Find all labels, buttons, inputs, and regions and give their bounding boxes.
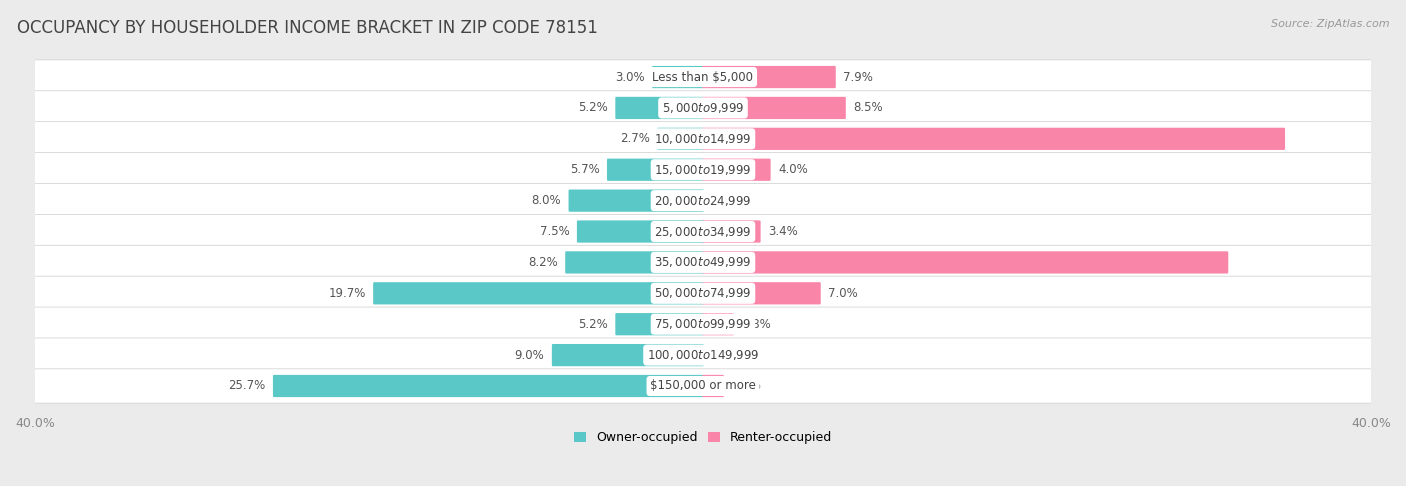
Text: $75,000 to $99,999: $75,000 to $99,999 [654,317,752,331]
FancyBboxPatch shape [607,158,704,181]
Text: 7.0%: 7.0% [828,287,858,300]
FancyBboxPatch shape [32,122,1374,156]
FancyBboxPatch shape [32,184,1374,218]
FancyBboxPatch shape [616,313,704,335]
FancyBboxPatch shape [702,282,821,304]
Text: 1.8%: 1.8% [741,318,770,330]
FancyBboxPatch shape [32,91,1374,125]
Text: $5,000 to $9,999: $5,000 to $9,999 [662,101,744,115]
FancyBboxPatch shape [576,220,704,243]
FancyBboxPatch shape [32,307,1374,341]
FancyBboxPatch shape [551,344,704,366]
FancyBboxPatch shape [32,153,1374,187]
Text: 8.5%: 8.5% [853,102,883,114]
FancyBboxPatch shape [273,375,704,397]
Text: 7.5%: 7.5% [540,225,569,238]
FancyBboxPatch shape [32,214,1374,249]
Text: $25,000 to $34,999: $25,000 to $34,999 [654,225,752,239]
FancyBboxPatch shape [32,276,1374,311]
Text: $35,000 to $49,999: $35,000 to $49,999 [654,256,752,269]
Legend: Owner-occupied, Renter-occupied: Owner-occupied, Renter-occupied [568,426,838,449]
Text: Less than $5,000: Less than $5,000 [652,70,754,84]
FancyBboxPatch shape [32,369,1374,403]
FancyBboxPatch shape [568,190,704,212]
FancyBboxPatch shape [702,375,724,397]
Text: 9.0%: 9.0% [515,348,544,362]
FancyBboxPatch shape [32,245,1374,279]
Text: $15,000 to $19,999: $15,000 to $19,999 [654,163,752,177]
FancyBboxPatch shape [702,251,1229,274]
Text: $100,000 to $149,999: $100,000 to $149,999 [647,348,759,362]
Text: OCCUPANCY BY HOUSEHOLDER INCOME BRACKET IN ZIP CODE 78151: OCCUPANCY BY HOUSEHOLDER INCOME BRACKET … [17,19,598,37]
Text: 8.2%: 8.2% [527,256,558,269]
Text: 0.0%: 0.0% [711,348,741,362]
FancyBboxPatch shape [702,128,1285,150]
Text: $10,000 to $14,999: $10,000 to $14,999 [654,132,752,146]
FancyBboxPatch shape [702,313,734,335]
Text: 31.4%: 31.4% [1322,256,1362,269]
Text: 3.0%: 3.0% [614,70,644,84]
Text: 4.0%: 4.0% [778,163,808,176]
Text: 1.2%: 1.2% [731,380,761,393]
Text: 5.2%: 5.2% [578,102,607,114]
Text: 2.7%: 2.7% [620,132,650,145]
FancyBboxPatch shape [702,66,835,88]
Text: 3.4%: 3.4% [768,225,797,238]
FancyBboxPatch shape [702,158,770,181]
Text: 0.0%: 0.0% [711,194,741,207]
Text: $20,000 to $24,999: $20,000 to $24,999 [654,193,752,208]
Text: 8.0%: 8.0% [531,194,561,207]
Text: 25.7%: 25.7% [228,380,266,393]
Text: 34.8%: 34.8% [1322,132,1362,145]
FancyBboxPatch shape [616,97,704,119]
FancyBboxPatch shape [657,128,704,150]
FancyBboxPatch shape [373,282,704,304]
Text: 5.7%: 5.7% [569,163,599,176]
Text: 19.7%: 19.7% [328,287,366,300]
Text: 5.2%: 5.2% [578,318,607,330]
Text: $50,000 to $74,999: $50,000 to $74,999 [654,286,752,300]
Text: Source: ZipAtlas.com: Source: ZipAtlas.com [1271,19,1389,30]
FancyBboxPatch shape [32,338,1374,372]
FancyBboxPatch shape [565,251,704,274]
FancyBboxPatch shape [652,66,704,88]
FancyBboxPatch shape [32,60,1374,94]
FancyBboxPatch shape [702,220,761,243]
Text: $150,000 or more: $150,000 or more [650,380,756,393]
Text: 7.9%: 7.9% [844,70,873,84]
FancyBboxPatch shape [702,97,846,119]
